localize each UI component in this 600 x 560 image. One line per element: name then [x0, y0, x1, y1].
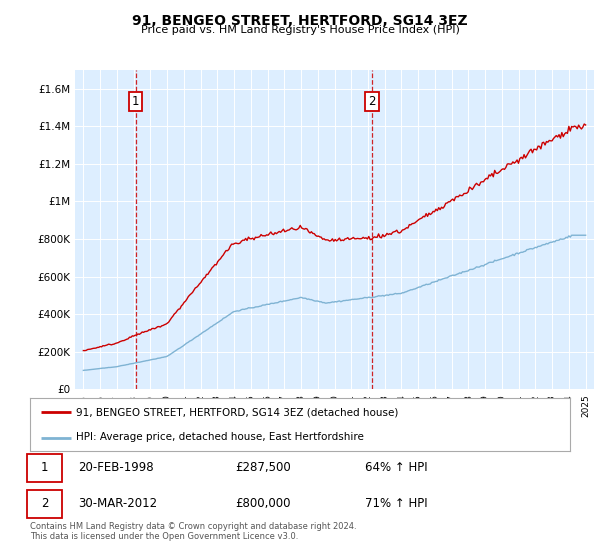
Text: Contains HM Land Registry data © Crown copyright and database right 2024.
This d: Contains HM Land Registry data © Crown c…: [30, 522, 356, 542]
FancyBboxPatch shape: [28, 454, 62, 482]
Text: Price paid vs. HM Land Registry's House Price Index (HPI): Price paid vs. HM Land Registry's House …: [140, 25, 460, 35]
Text: 2: 2: [368, 95, 376, 109]
Text: 64% ↑ HPI: 64% ↑ HPI: [365, 461, 427, 474]
Text: 1: 1: [41, 461, 49, 474]
Text: 20-FEB-1998: 20-FEB-1998: [79, 461, 154, 474]
Text: HPI: Average price, detached house, East Hertfordshire: HPI: Average price, detached house, East…: [76, 432, 364, 442]
Text: £287,500: £287,500: [235, 461, 291, 474]
Text: 91, BENGEO STREET, HERTFORD, SG14 3EZ: 91, BENGEO STREET, HERTFORD, SG14 3EZ: [132, 14, 468, 28]
Text: 30-MAR-2012: 30-MAR-2012: [79, 497, 158, 510]
Text: 1: 1: [132, 95, 140, 109]
Text: 2: 2: [41, 497, 49, 510]
FancyBboxPatch shape: [28, 489, 62, 518]
Text: £800,000: £800,000: [235, 497, 290, 510]
Text: 91, BENGEO STREET, HERTFORD, SG14 3EZ (detached house): 91, BENGEO STREET, HERTFORD, SG14 3EZ (d…: [76, 408, 398, 418]
Text: 71% ↑ HPI: 71% ↑ HPI: [365, 497, 427, 510]
